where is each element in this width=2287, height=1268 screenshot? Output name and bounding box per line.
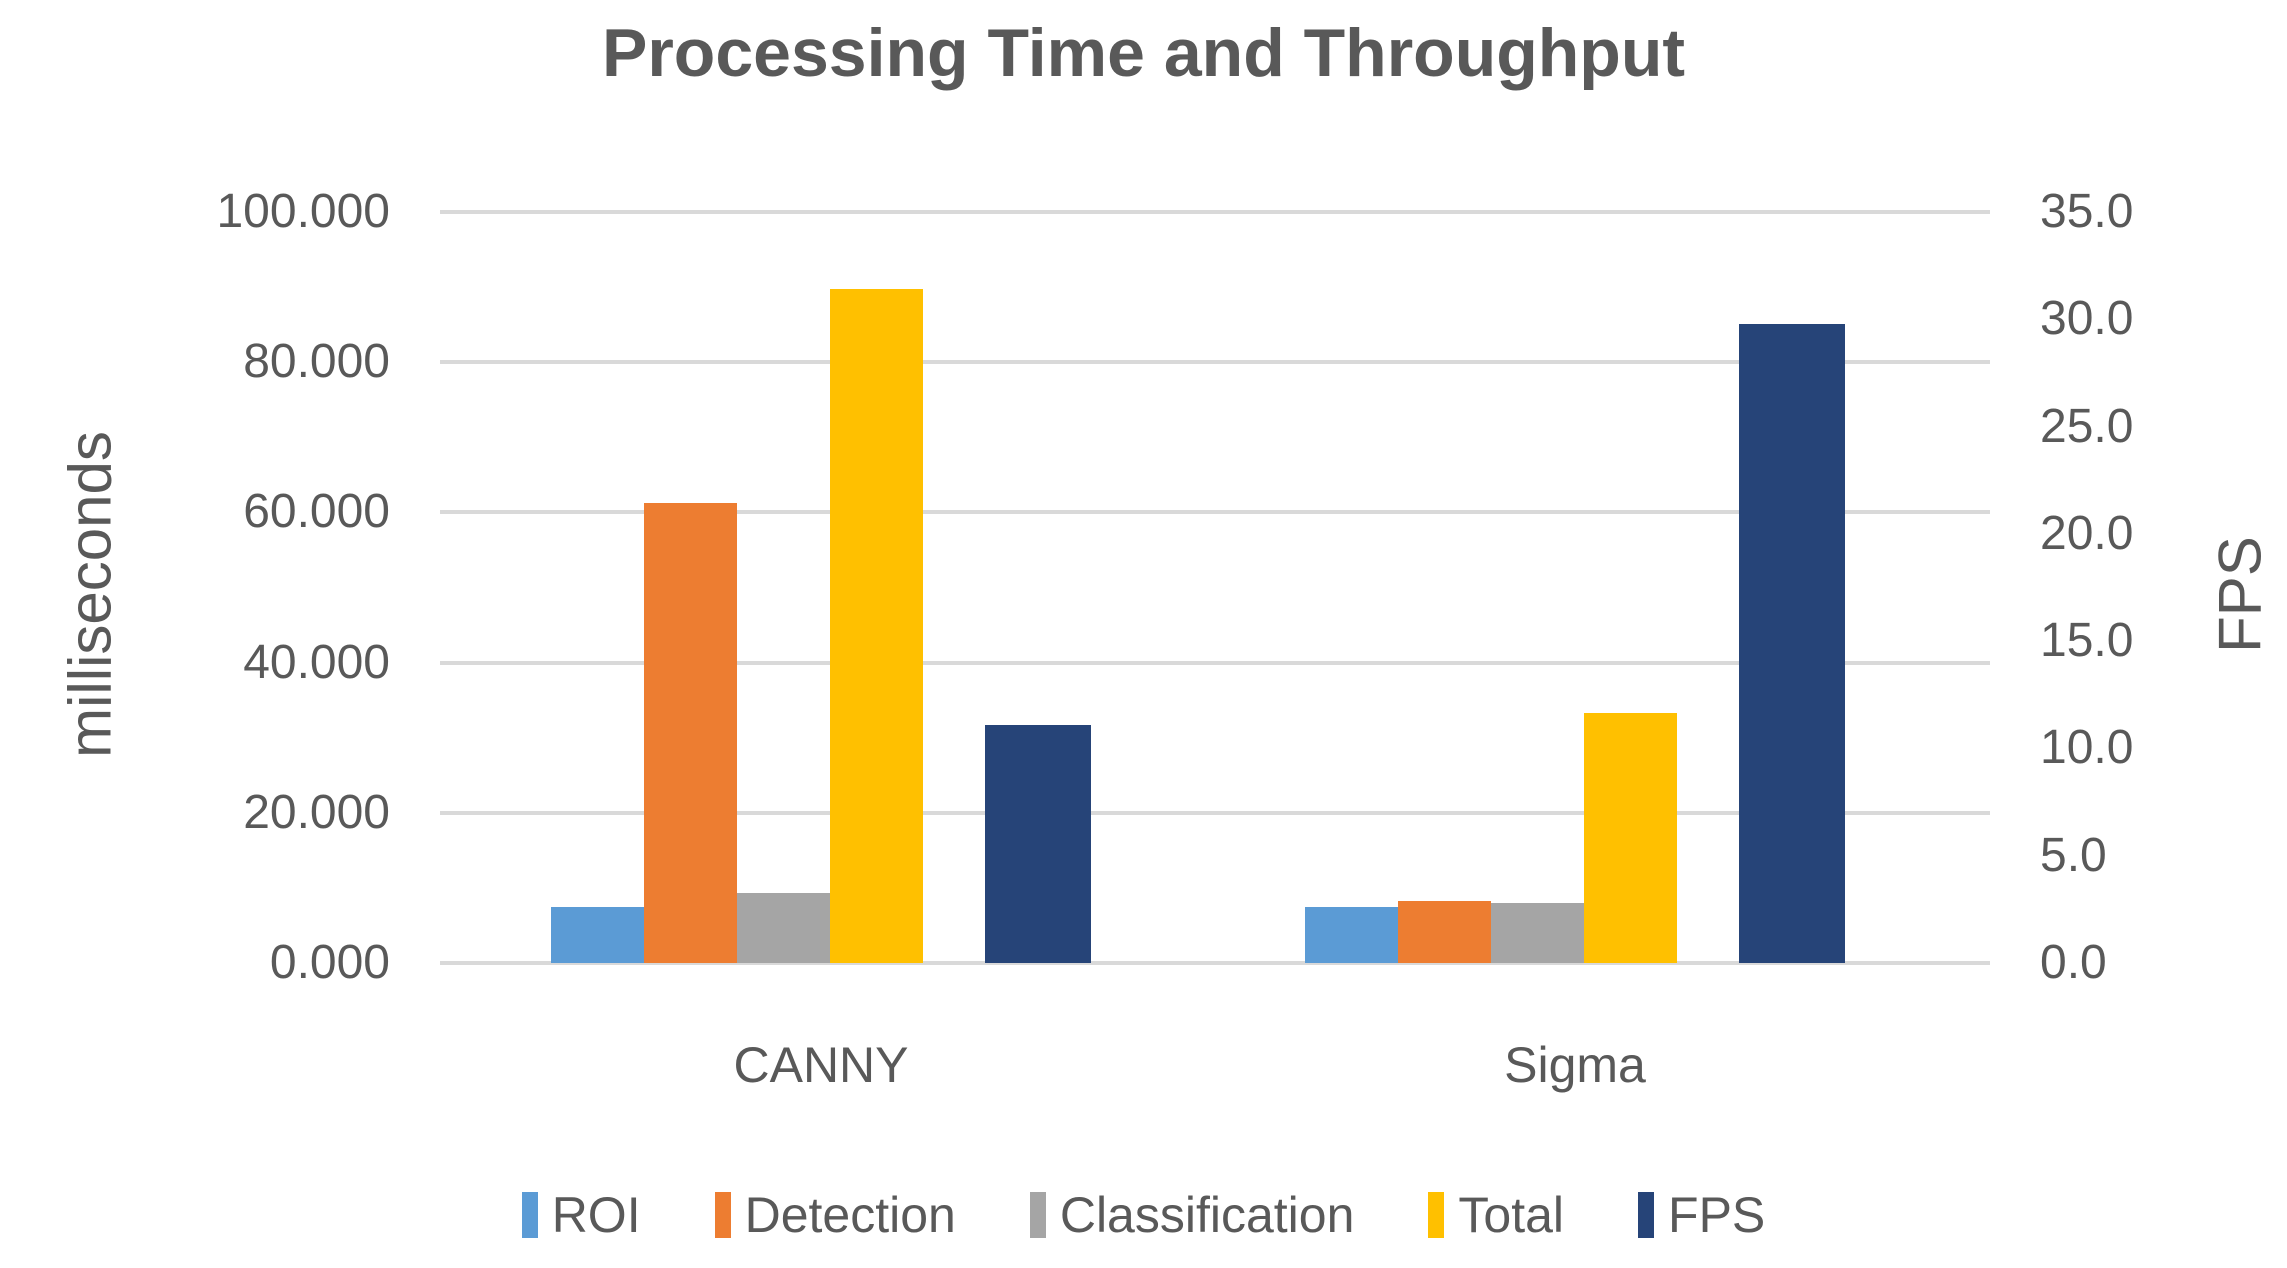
chart-title: Processing Time and Throughput	[601, 15, 1686, 91]
category-label-sigma: Sigma	[1504, 1037, 1646, 1093]
bar-canny-detection	[644, 502, 737, 963]
bar-canny-roi	[551, 906, 644, 963]
legend-swatch-classification	[1029, 1192, 1046, 1238]
legend-label-roi: ROI	[551, 1187, 641, 1243]
gridline	[440, 961, 1990, 965]
legend-swatch-total	[1428, 1192, 1445, 1238]
bar-sigma-detection	[1398, 900, 1491, 963]
bar-canny-fps	[985, 724, 1091, 963]
gridline	[440, 510, 1990, 515]
gridline	[440, 360, 1990, 365]
bar-sigma-total	[1584, 712, 1677, 963]
left-axis-title: milliseconds	[56, 431, 124, 758]
right-axis-tick: 35.0	[2040, 185, 2134, 238]
bar-sigma-classification	[1491, 902, 1584, 963]
bar-sigma-roi	[1305, 906, 1398, 963]
left-axis-tick: 80.000	[243, 335, 390, 389]
left-axis-tick: 40.000	[243, 635, 390, 689]
left-axis-tick: 100.000	[216, 185, 390, 238]
left-axis-tick: 20.000	[243, 785, 390, 839]
legend-label-total: Total	[1458, 1187, 1565, 1243]
legend-label-fps: FPS	[1668, 1187, 1766, 1243]
bar-sigma-fps	[1739, 323, 1845, 963]
category-label-canny: CANNY	[733, 1037, 909, 1093]
right-axis-tick: 25.0	[2040, 399, 2134, 453]
bar-canny-total	[830, 289, 923, 963]
left-axis-tick: 60.000	[243, 485, 390, 539]
gridline	[440, 210, 1990, 214]
legend-label-classification: Classification	[1059, 1187, 1355, 1243]
legend-swatch-fps	[1638, 1192, 1655, 1238]
legend-item-detection: Detection	[714, 1186, 956, 1244]
legend-item-fps: FPS	[1638, 1186, 1765, 1244]
right-axis-tick: 15.0	[2040, 614, 2134, 668]
legend-item-classification: Classification	[1029, 1186, 1355, 1244]
right-axis-tick: 0.0	[2040, 936, 2107, 989]
gridline	[440, 660, 1990, 665]
legend-swatch-roi	[521, 1192, 538, 1238]
legend-label-detection: Detection	[744, 1187, 956, 1243]
right-axis-tick: 5.0	[2040, 828, 2107, 882]
legend: ROI Detection Classification Total FPS	[0, 1186, 2287, 1244]
bar-canny-classification	[737, 893, 830, 963]
legend-item-total: Total	[1428, 1186, 1564, 1244]
legend-item-roi: ROI	[521, 1186, 641, 1244]
legend-swatch-detection	[714, 1192, 731, 1238]
right-axis-tick: 20.0	[2040, 506, 2134, 560]
left-axis-tick: 0.000	[269, 936, 390, 989]
right-axis-tick: 30.0	[2040, 292, 2134, 346]
gridline	[440, 810, 1990, 815]
right-axis-tick: 10.0	[2040, 721, 2134, 775]
